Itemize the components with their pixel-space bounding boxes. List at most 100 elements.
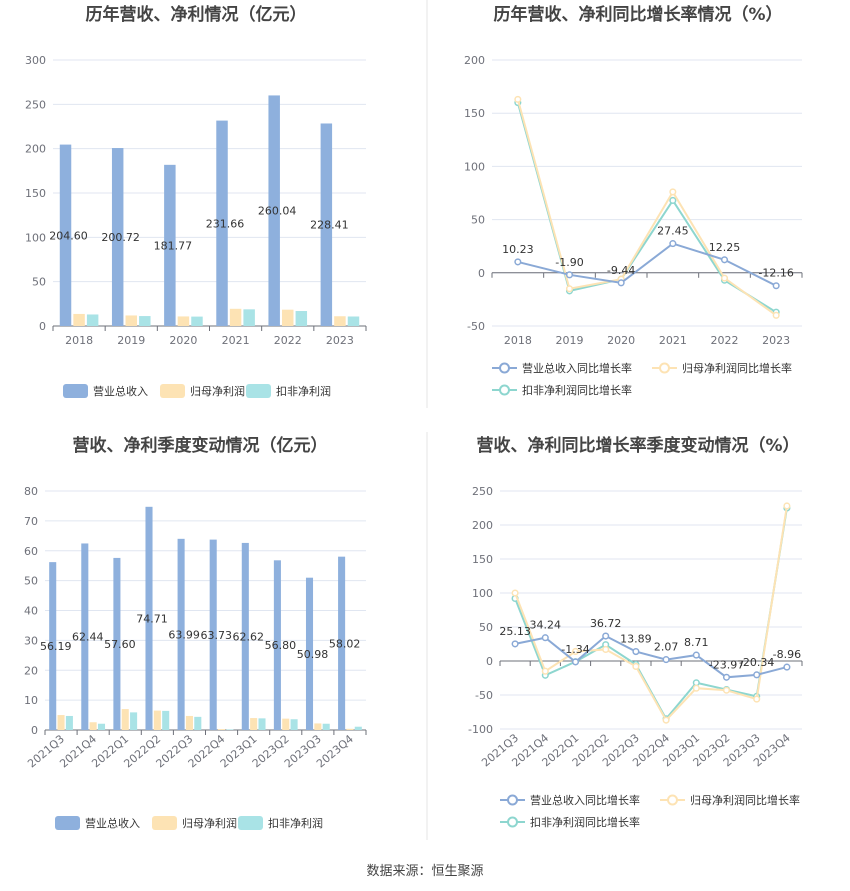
- legend-swatch: [55, 816, 80, 830]
- y-tick-label: 0: [39, 320, 46, 333]
- data-label: 34.24: [530, 619, 562, 632]
- bar-revenue: [338, 556, 346, 730]
- chart-title: 营收、净利季度变动情况（亿元）: [73, 435, 328, 456]
- series-point: [541, 634, 549, 642]
- legend-marker: [499, 362, 510, 374]
- bar-revenue: [49, 562, 57, 730]
- bar-revenue: [59, 144, 72, 326]
- series-point: [602, 632, 610, 640]
- chart-title: 历年营收、净利同比增长率情况（%）: [493, 4, 782, 25]
- bar-net-profit: [153, 710, 161, 730]
- y-tick-label: 80: [24, 485, 38, 498]
- data-source-note: 数据来源：恒生聚源: [366, 864, 483, 879]
- x-tick-label: 2018: [504, 334, 532, 347]
- series-point: [783, 663, 791, 671]
- series-point: [571, 658, 580, 666]
- y-tick-label: 100: [464, 160, 485, 173]
- bar-deducted-profit: [295, 311, 308, 326]
- series-point: [720, 274, 729, 282]
- data-label: 2.07: [654, 641, 679, 654]
- series-point: [783, 502, 791, 510]
- series-point: [514, 95, 522, 103]
- x-tick-label: 2019: [556, 334, 584, 347]
- bar-revenue: [320, 123, 333, 326]
- series-point: [669, 240, 677, 248]
- legend-marker: [659, 362, 670, 374]
- y-tick-label: 200: [472, 519, 493, 532]
- data-label: 36.72: [590, 617, 622, 630]
- data-label: -1.90: [555, 256, 583, 269]
- y-tick-label: 20: [24, 664, 38, 677]
- series-point: [514, 258, 522, 266]
- data-label: 260.04: [258, 205, 297, 218]
- y-tick-label: 40: [24, 605, 38, 618]
- data-label: 63.73: [200, 629, 232, 642]
- data-label: 63.99: [168, 628, 200, 641]
- bar-revenue: [145, 506, 153, 730]
- bar-net-profit: [177, 316, 190, 326]
- y-tick-label: -50: [467, 320, 485, 333]
- annual-revenue-profit-chart: 历年营收、净利情况（亿元） 0 50 100 150 200 250 300 2018 2019 2…: [25, 4, 367, 398]
- bar-revenue: [177, 538, 185, 730]
- bar-deducted-profit: [191, 316, 203, 326]
- series-point: [617, 279, 625, 287]
- legend-marker: [507, 794, 518, 806]
- bar-deducted-profit: [347, 316, 360, 326]
- data-label: 62.62: [233, 630, 265, 643]
- series-line-revenue: [517, 242, 777, 287]
- bar-deducted-profit: [322, 723, 330, 730]
- y-tick-label: 0: [486, 655, 493, 668]
- chart-title: 历年营收、净利情况（亿元）: [86, 4, 307, 25]
- data-label: 8.71: [684, 636, 709, 649]
- series-line-net-profit: [514, 505, 788, 722]
- legend-label: 归母净利润: [190, 384, 245, 398]
- bar-revenue: [305, 577, 314, 730]
- bar-deducted-profit: [243, 309, 255, 326]
- legend-swatch: [238, 816, 263, 830]
- data-label: 56.80: [265, 639, 297, 652]
- bar-net-profit: [334, 316, 346, 326]
- x-tick-label: 2021: [222, 334, 250, 347]
- data-label: -1.34: [561, 643, 589, 656]
- bar-deducted-profit: [97, 723, 106, 730]
- bar-net-profit: [125, 315, 137, 326]
- series-point: [511, 640, 519, 648]
- bar-deducted-profit: [139, 316, 151, 326]
- x-tick-label: 2021: [659, 334, 687, 347]
- y-tick-label: -100: [468, 723, 493, 736]
- legend-swatch: [246, 384, 271, 398]
- data-label: 181.77: [154, 239, 193, 252]
- x-tick-label: 2022: [711, 334, 739, 347]
- y-tick-label: 300: [25, 54, 46, 67]
- bar-net-profit: [121, 709, 129, 730]
- y-tick-label: 100: [25, 231, 46, 244]
- bar-revenue: [268, 95, 280, 326]
- bar-net-profit: [185, 715, 193, 730]
- bar-deducted-profit: [86, 314, 99, 326]
- series-point: [692, 651, 700, 659]
- series-point: [753, 695, 761, 703]
- y-tick-label: 50: [471, 214, 485, 227]
- y-tick-label: 150: [472, 553, 493, 566]
- bar-deducted-profit: [162, 710, 170, 730]
- series-line-net-profit: [516, 99, 777, 317]
- series-point: [541, 667, 549, 675]
- data-label: -23.97: [709, 658, 744, 671]
- data-label: 25.13: [499, 625, 531, 638]
- legend-marker: [667, 794, 678, 806]
- series-point: [692, 684, 700, 692]
- data-label: 57.60: [104, 638, 136, 651]
- y-tick-label: 250: [25, 98, 46, 111]
- bar-net-profit: [218, 729, 226, 730]
- legend-label: 扣非净利润: [268, 816, 323, 830]
- legend-label: 营业总收入: [85, 816, 140, 830]
- x-tick-label: 2023: [762, 334, 790, 347]
- data-label: 74.71: [136, 612, 168, 625]
- y-tick-label: 50: [32, 276, 46, 289]
- data-label: 228.41: [310, 219, 349, 232]
- legend-label: 扣非净利润同比增长率: [530, 815, 640, 829]
- series-point: [565, 285, 574, 293]
- data-label: 50.98: [297, 648, 329, 661]
- series-line-deducted-profit: [514, 507, 788, 721]
